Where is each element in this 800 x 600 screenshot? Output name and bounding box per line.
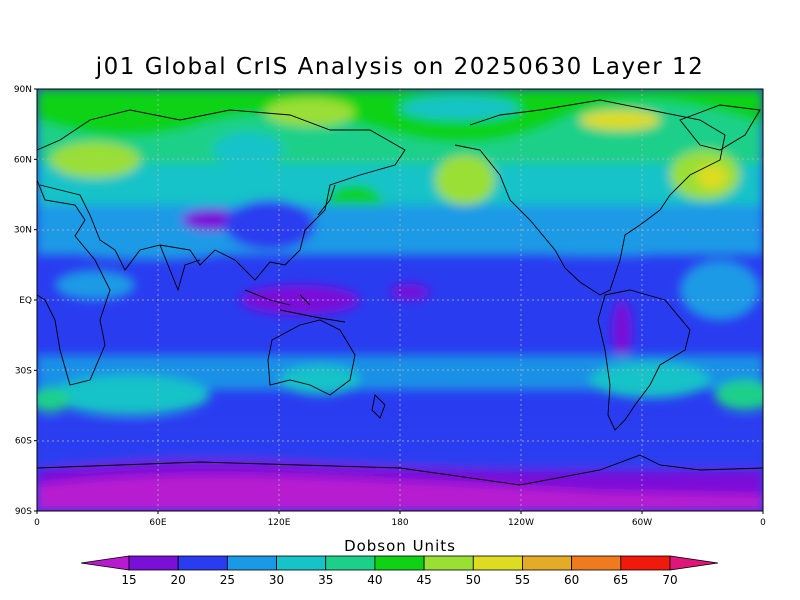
longitude-axis: 0 60E 120E 180 120W 60W 0	[34, 511, 766, 528]
colorbar-tick-label: 35	[318, 573, 333, 587]
map-plot-area	[37, 89, 763, 511]
colorbar-swatch	[571, 555, 622, 571]
coastline-japan	[317, 184, 336, 216]
latitude-axis: 90N 60N 30N EQ 30S 60S 90S	[14, 85, 37, 517]
coastlines	[37, 99, 763, 486]
colorbar-swatch	[177, 555, 228, 571]
coastline-africa	[37, 179, 111, 386]
colorbar-title: Dobson Units	[344, 537, 456, 555]
colorbar-swatch	[620, 555, 671, 571]
colorbar-under-triangle	[80, 555, 130, 571]
colorbar-swatch	[276, 555, 327, 571]
coastline-australia	[267, 319, 356, 396]
lon-tick-label: 120E	[268, 518, 291, 528]
gridlines	[37, 89, 763, 511]
colorbar-tick-label: 25	[220, 573, 235, 587]
colorbar-over-triangle	[669, 555, 719, 571]
coastline-south-america	[597, 289, 691, 431]
colorbar-tick-label: 70	[662, 573, 677, 587]
coastline-north-america	[454, 99, 726, 296]
lon-tick-label: 0	[760, 518, 766, 528]
coastline-greenland	[679, 104, 761, 151]
colorbar-tick-label: 65	[613, 573, 628, 587]
colorbar-swatch	[522, 555, 573, 571]
colorbar-swatch	[128, 555, 179, 571]
lat-tick-label: EQ	[19, 296, 32, 306]
lat-tick-label: 90S	[15, 507, 32, 517]
colorbar-swatch	[374, 555, 425, 571]
lon-tick-label: 0	[34, 518, 40, 528]
lon-tick-label: 180	[391, 518, 408, 528]
coastline-eurasia	[37, 109, 406, 281]
colorbar-tick-label: 50	[466, 573, 481, 587]
lat-tick-label: 60S	[15, 437, 32, 447]
coastline-antarctica	[37, 454, 763, 486]
lon-tick-label: 60E	[149, 518, 166, 528]
map-title: j01 Global CrIS Analysis on 20250630 Lay…	[95, 54, 705, 80]
colorbar-tick-label: 40	[367, 573, 382, 587]
colorbar-tick-label: 55	[515, 573, 530, 587]
colorbar-tick-label: 30	[269, 573, 284, 587]
coastline-india	[159, 244, 201, 292]
lat-tick-label: 30S	[15, 366, 32, 376]
colorbar-swatch	[325, 555, 376, 571]
colorbar-swatch	[226, 555, 277, 571]
colorbar-swatch	[423, 555, 474, 571]
lon-tick-label: 120W	[508, 518, 534, 528]
coastline-nz	[371, 394, 386, 419]
colorbar-tick-label: 15	[121, 573, 136, 587]
lat-tick-label: 90N	[14, 85, 32, 95]
colorbar-swatch	[472, 555, 523, 571]
lon-tick-label: 60W	[632, 518, 652, 528]
lat-tick-label: 60N	[14, 155, 32, 165]
colorbar: 15 20 25 30 35 40 45 50 55 60 65 70	[80, 555, 719, 587]
colorbar-tick-label: 60	[564, 573, 579, 587]
colorbar-tick-label: 20	[171, 573, 186, 587]
lat-tick-label: 30N	[14, 226, 32, 236]
colorbar-tick-label: 45	[416, 573, 431, 587]
coastline-indonesia	[244, 289, 346, 323]
